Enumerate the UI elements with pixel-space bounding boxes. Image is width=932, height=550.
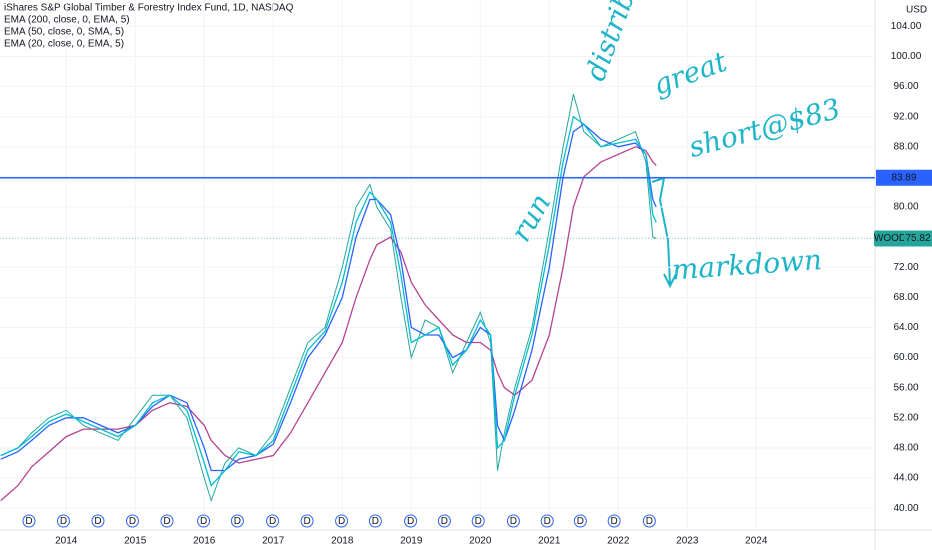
dividend-label: D bbox=[234, 516, 241, 527]
dividend-label: D bbox=[407, 516, 414, 527]
dividend-label: D bbox=[544, 516, 551, 527]
dividend-marker bbox=[91, 514, 105, 528]
dividend-marker bbox=[22, 514, 36, 528]
dividend-marker bbox=[437, 514, 451, 528]
y-tick-label: 64.00 bbox=[893, 322, 918, 333]
dividend-marker bbox=[230, 514, 244, 528]
legend-entry: EMA (50, close, 0, SMA, 5) bbox=[4, 27, 124, 38]
arrow bbox=[651, 176, 671, 285]
x-tick-label: 2020 bbox=[469, 536, 492, 547]
dividend-label: D bbox=[200, 516, 207, 527]
dividend-label: D bbox=[25, 516, 32, 527]
hline-tag-text: 83.89 bbox=[891, 172, 916, 183]
y-unit: USD bbox=[906, 5, 927, 16]
y-tick-label: 68.00 bbox=[893, 292, 918, 303]
price-tag-text: 75.82 bbox=[905, 233, 930, 244]
series-line bbox=[0, 115, 657, 487]
dividend-label: D bbox=[163, 516, 170, 527]
y-tick-label: 44.00 bbox=[893, 473, 918, 484]
x-tick-label: 2014 bbox=[55, 536, 78, 547]
dividend-label: D bbox=[372, 516, 379, 527]
dividend-label: D bbox=[475, 516, 482, 527]
dividend-marker bbox=[404, 514, 418, 528]
x-tick-label: 2018 bbox=[331, 536, 354, 547]
dividend-marker bbox=[197, 514, 211, 528]
dividend-label: D bbox=[611, 516, 618, 527]
y-tick-label: 40.00 bbox=[893, 503, 918, 514]
dividend-label: D bbox=[510, 516, 517, 527]
dividend-label: D bbox=[646, 516, 653, 527]
dividend-label: D bbox=[338, 516, 345, 527]
y-tick-label: 100.00 bbox=[891, 51, 922, 62]
x-tick-label: 2024 bbox=[745, 536, 768, 547]
legend-entry: EMA (200, close, 0, EMA, 5) bbox=[4, 15, 130, 26]
symbol-tag bbox=[874, 230, 906, 247]
hline-tag bbox=[876, 169, 932, 186]
x-tick-label: 2019 bbox=[400, 536, 423, 547]
y-tick-label: 104.00 bbox=[891, 21, 922, 32]
chart-title: iShares S&P Global Timber & Forestry Ind… bbox=[4, 3, 294, 14]
dividend-label: D bbox=[441, 516, 448, 527]
dividend-marker bbox=[56, 514, 70, 528]
dividend-marker bbox=[335, 514, 349, 528]
dividend-marker bbox=[573, 514, 587, 528]
y-tick-label: 92.00 bbox=[893, 111, 918, 122]
x-tick-label: 2015 bbox=[124, 536, 147, 547]
y-tick-label: 80.00 bbox=[893, 202, 918, 213]
dividend-marker bbox=[540, 514, 554, 528]
dividend-marker bbox=[471, 514, 485, 528]
dividend-marker bbox=[607, 514, 621, 528]
dividend-marker bbox=[125, 514, 139, 528]
dividend-marker bbox=[506, 514, 520, 528]
dividend-marker bbox=[266, 514, 280, 528]
y-tick-label: 96.00 bbox=[893, 81, 918, 92]
dividend-label: D bbox=[303, 516, 310, 527]
x-tick-label: 2023 bbox=[676, 536, 699, 547]
dividend-marker bbox=[642, 514, 656, 528]
y-tick-label: 56.00 bbox=[893, 382, 918, 393]
legend-entry: EMA (20, close, 0, EMA, 5) bbox=[4, 39, 124, 50]
dividend-label: D bbox=[129, 516, 136, 527]
price-tag bbox=[904, 230, 932, 247]
x-tick-label: 2017 bbox=[262, 536, 285, 547]
dividend-marker bbox=[160, 514, 174, 528]
arrow-head bbox=[663, 273, 677, 289]
x-tick-label: 2021 bbox=[538, 536, 561, 547]
y-tick-label: 48.00 bbox=[893, 443, 918, 454]
x-tick-label: 2022 bbox=[607, 536, 630, 547]
symbol-tag-text: WOOD bbox=[874, 233, 906, 244]
dividend-marker bbox=[368, 514, 382, 528]
dividend-label: D bbox=[577, 516, 584, 527]
x-tick-label: 2016 bbox=[193, 536, 216, 547]
dividend-marker bbox=[300, 514, 314, 528]
dividend-label: D bbox=[269, 516, 276, 527]
dividend-label: D bbox=[94, 516, 101, 527]
y-tick-label: 60.00 bbox=[893, 352, 918, 363]
dividend-label: D bbox=[60, 516, 67, 527]
y-tick-label: 52.00 bbox=[893, 412, 918, 423]
y-tick-label: 72.00 bbox=[893, 262, 918, 273]
y-tick-label: 88.00 bbox=[893, 141, 918, 152]
